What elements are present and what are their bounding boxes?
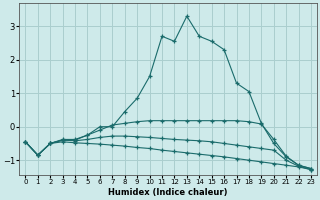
- X-axis label: Humidex (Indice chaleur): Humidex (Indice chaleur): [108, 188, 228, 197]
